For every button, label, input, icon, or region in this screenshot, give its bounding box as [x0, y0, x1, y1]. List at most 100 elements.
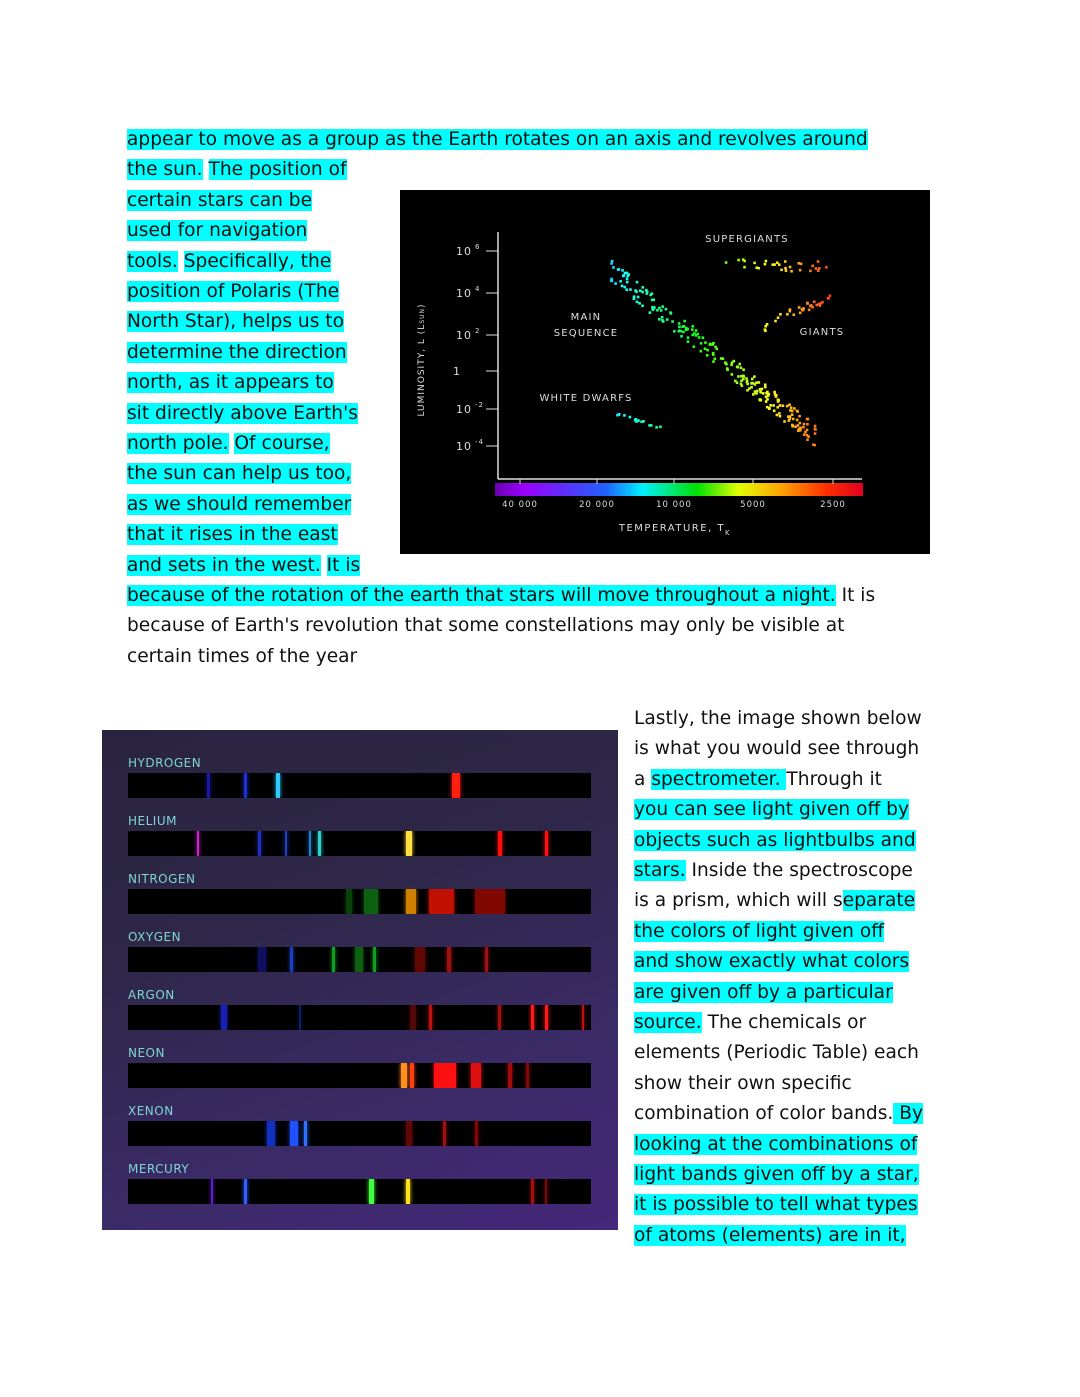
star-point — [739, 382, 743, 386]
text-span: It is — [835, 585, 876, 606]
star-point — [659, 425, 662, 429]
star-point — [694, 334, 698, 337]
star-point — [773, 390, 776, 394]
label-sequence: SEQUENCE — [554, 328, 619, 339]
star-point — [648, 311, 652, 314]
spectral-line — [303, 1121, 307, 1146]
highlighted-text: light bands given off by a star, — [634, 1164, 919, 1185]
star-point — [730, 361, 734, 364]
star-point — [658, 317, 661, 321]
label-main: MAIN — [571, 312, 602, 323]
star-point — [786, 415, 790, 418]
star-point — [814, 267, 818, 270]
star-point — [775, 261, 779, 265]
star-point — [806, 438, 809, 441]
star-point — [799, 262, 803, 266]
star-point — [626, 274, 630, 278]
star-point — [798, 311, 802, 315]
star-point — [636, 295, 640, 299]
star-point — [649, 424, 653, 427]
text-line: the sun can help us too, — [127, 459, 352, 489]
spectral-line — [433, 1063, 456, 1088]
star-point — [759, 398, 762, 402]
spectral-line — [299, 1005, 302, 1030]
star-point — [746, 388, 749, 392]
star-point — [753, 383, 757, 386]
spectral-line — [544, 1179, 547, 1204]
x-tick-label: 20 000 — [579, 500, 615, 510]
spectral-line — [410, 1005, 417, 1030]
label-supergiants: SUPERGIANTS — [705, 234, 789, 245]
star-point — [784, 269, 788, 272]
star-point — [730, 363, 733, 367]
highlighted-text: the colors of light given off — [634, 920, 885, 942]
highlighted-text: used for navigation — [127, 220, 308, 242]
star-point — [766, 397, 769, 401]
star-point — [684, 326, 688, 330]
star-point — [686, 327, 689, 331]
star-point — [796, 429, 800, 433]
text-line: the colors of light given off — [634, 917, 885, 947]
star-point — [634, 289, 637, 292]
star-point — [701, 336, 705, 339]
spectral-line — [405, 1179, 410, 1204]
spectral-line — [530, 1179, 534, 1204]
text-line: determine the direction — [127, 338, 347, 368]
star-point — [650, 292, 654, 295]
star-point — [785, 404, 789, 408]
highlighted-text: determine the direction — [127, 341, 347, 363]
star-point — [625, 277, 629, 281]
emission-spectra-image: HYDROGEN HELIUM NITROGEN OXYGEN ARGON NEON XEN… — [102, 730, 618, 1230]
star-point — [797, 261, 801, 265]
text-line: a spectrometer. Through it — [634, 765, 882, 795]
text-line: show their own specific — [634, 1069, 852, 1099]
star-point — [635, 280, 639, 284]
star-point — [741, 258, 745, 261]
text-line: appear to move as a group as the Earth r… — [127, 125, 868, 155]
star-point — [816, 260, 820, 263]
spectrum-bar — [128, 889, 591, 914]
star-point — [801, 308, 804, 312]
spectrum-bar — [128, 1121, 591, 1146]
spectral-line — [257, 831, 261, 856]
spectral-line — [290, 947, 294, 972]
star-point — [714, 345, 717, 349]
star-point — [757, 381, 761, 384]
star-point — [788, 403, 791, 407]
star-point — [625, 271, 629, 275]
star-point — [788, 308, 792, 311]
star-point — [740, 379, 743, 383]
star-point — [798, 421, 802, 425]
star-point — [632, 297, 636, 301]
star-point — [788, 265, 792, 269]
star-point — [764, 259, 768, 263]
highlighted-text: it is possible to tell what types — [634, 1194, 918, 1216]
spectral-line — [410, 1063, 415, 1088]
star-point — [694, 329, 698, 332]
star-point — [783, 420, 786, 423]
spectral-line — [475, 1121, 479, 1146]
spectral-line — [401, 1063, 408, 1088]
text-line: tools. Specifically, the — [127, 247, 332, 277]
star-point — [797, 427, 801, 431]
star-point — [813, 443, 817, 447]
star-point — [818, 304, 822, 307]
star-point — [764, 329, 767, 333]
star-point — [726, 368, 729, 372]
y-tick-label: 10 4 — [456, 285, 480, 300]
star-point — [644, 288, 648, 292]
star-point — [637, 419, 640, 422]
spectral-line — [243, 773, 247, 798]
star-point — [610, 277, 613, 281]
text-line: is a prism, which will separate — [634, 886, 916, 916]
star-point — [651, 306, 654, 309]
highlighted-text: north pole. — [127, 433, 229, 454]
star-point — [678, 325, 681, 329]
star-point — [743, 259, 746, 263]
star-point — [696, 332, 699, 336]
star-point — [765, 405, 769, 409]
star-point — [793, 407, 796, 410]
star-point — [623, 271, 627, 275]
x-tick-label: 10 000 — [656, 500, 692, 510]
highlighted-text: The position of — [208, 159, 347, 181]
